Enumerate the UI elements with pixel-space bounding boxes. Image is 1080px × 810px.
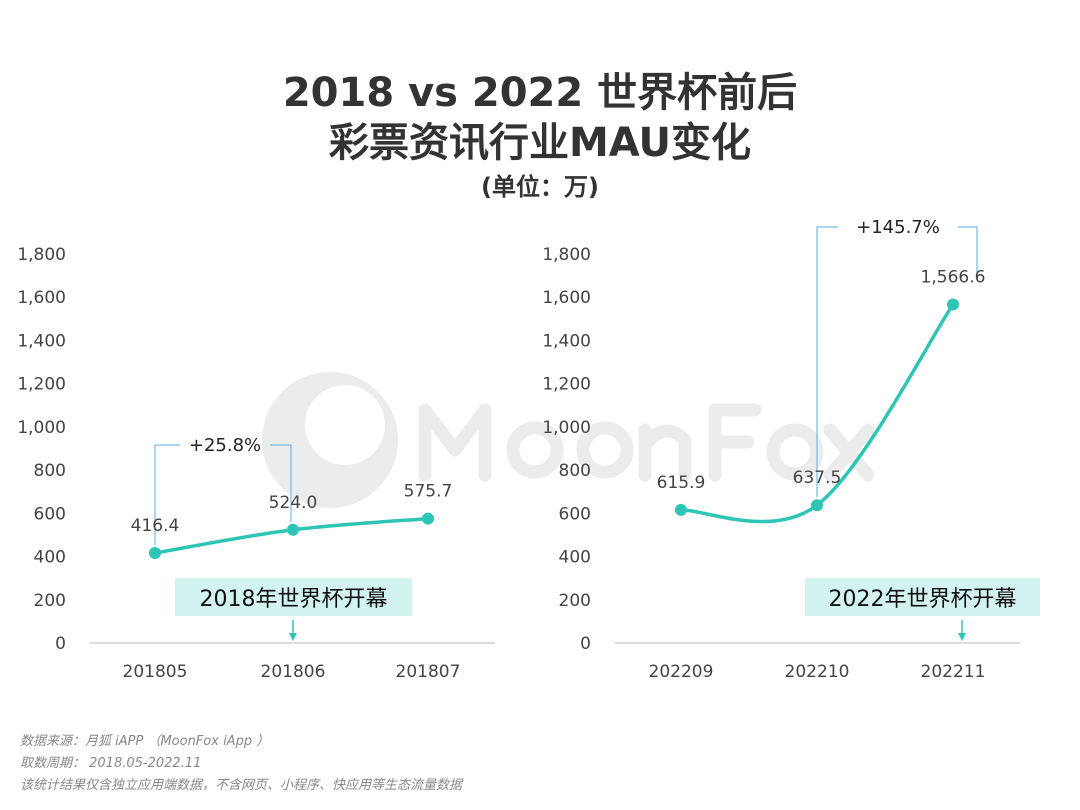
y-tick-label: 1,200 xyxy=(542,375,591,395)
x-tick-label: 201805 xyxy=(123,662,188,682)
y-tick-label: 600 xyxy=(34,504,66,524)
y-tick-label: 400 xyxy=(34,548,66,568)
y-tick-label: 0 xyxy=(55,634,66,654)
growth-bracket-right xyxy=(270,444,292,522)
growth-bracket-left xyxy=(816,226,838,498)
data-point xyxy=(287,523,299,536)
growth-bracket-right xyxy=(958,226,978,275)
y-tick-label: 800 xyxy=(34,461,66,481)
data-point xyxy=(811,499,823,512)
data-point xyxy=(947,298,959,311)
data-point xyxy=(149,547,161,560)
y-tick-label: 600 xyxy=(559,504,591,524)
y-tick-label: 200 xyxy=(34,591,66,611)
series-line xyxy=(154,516,429,555)
growth-label: +145.7% xyxy=(856,217,940,238)
y-tick-label: 400 xyxy=(559,548,591,568)
y-tick-label: 1,800 xyxy=(542,245,591,265)
y-tick-label: 800 xyxy=(559,461,591,481)
y-tick-label: 1,800 xyxy=(17,245,66,265)
y-tick-label: 200 xyxy=(559,591,591,611)
event-callout-label: 2018年世界杯开幕 xyxy=(200,587,388,612)
data-point xyxy=(422,512,434,525)
y-tick-label: 1,000 xyxy=(542,418,591,438)
watermark-logo-cutout xyxy=(305,385,385,465)
y-tick-label: 1,000 xyxy=(17,418,66,438)
footer-note: 该统计结果仅含独立应用端数据，不含网页、小程序、快应用等生态流量数据 xyxy=(20,778,463,793)
chart-title-line1: 2018 vs 2022 世界杯前后 xyxy=(282,70,798,116)
y-tick-label: 1,400 xyxy=(17,331,66,351)
data-label: 637.5 xyxy=(793,468,842,488)
event-callout-box xyxy=(175,578,412,616)
data-point xyxy=(675,503,687,516)
growth-bracket-left xyxy=(154,444,180,546)
y-tick-label: 1,600 xyxy=(17,288,66,308)
event-callout-label: 2022年世界杯开幕 xyxy=(829,587,1017,612)
y-tick-label: 1,600 xyxy=(542,288,591,308)
footer-period: 取数周期： 2018.05-2022.11 xyxy=(20,756,202,771)
arrow-down-icon xyxy=(289,633,297,641)
data-label: 416.4 xyxy=(131,516,180,536)
x-tick-label: 202210 xyxy=(785,662,850,682)
chart-unit: (单位：万) xyxy=(481,173,599,201)
data-label: 524.0 xyxy=(269,493,318,513)
event-callout-box xyxy=(805,578,1040,616)
y-tick-label: 1,200 xyxy=(17,375,66,395)
y-tick-label: 0 xyxy=(580,634,591,654)
x-tick-label: 202211 xyxy=(921,662,986,682)
x-tick-label: 202209 xyxy=(649,662,714,682)
chart-title-line2: 彩票资讯行业MAU变化 xyxy=(328,120,751,166)
watermark-lettering-graphic xyxy=(418,403,875,482)
data-label: 615.9 xyxy=(657,473,706,493)
x-tick-label: 201807 xyxy=(396,662,461,682)
x-tick-label: 201806 xyxy=(261,662,326,682)
growth-label: +25.8% xyxy=(189,435,261,456)
data-label: 1,566.6 xyxy=(921,267,986,287)
y-tick-label: 1,400 xyxy=(542,331,591,351)
footer-source: 数据来源：月狐 iAPP （MoonFox iApp ） xyxy=(20,734,270,749)
data-label: 575.7 xyxy=(404,482,453,502)
arrow-down-icon xyxy=(958,633,966,641)
